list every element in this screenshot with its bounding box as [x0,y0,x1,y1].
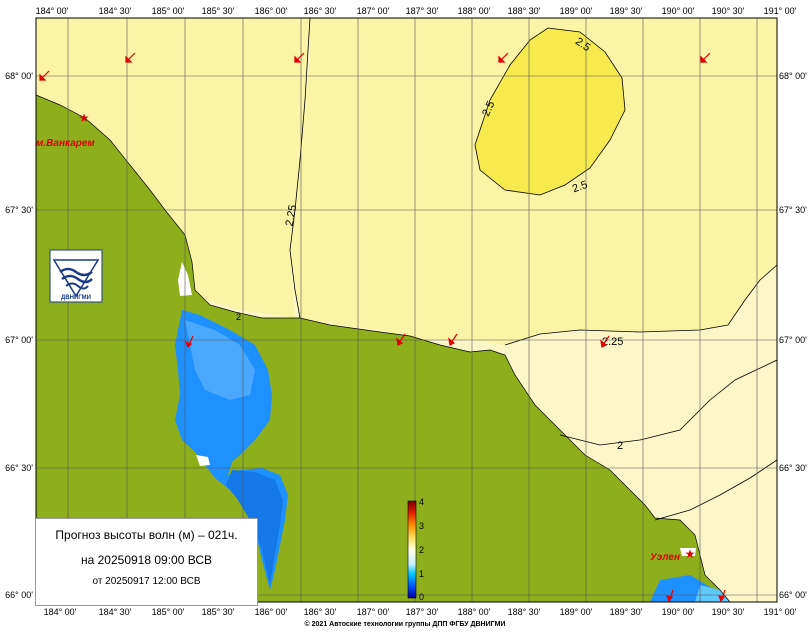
lon-label: 184° 00' [44,607,77,617]
lon-label: 187° 00' [357,607,390,617]
graticule [36,18,777,602]
lat-label: 68° 00' [779,71,807,81]
lon-label: 187° 30' [406,6,439,16]
lon-label: 190° 30' [712,607,745,617]
lon-label: 191° 00' [764,6,797,16]
lat-label: 67° 00' [779,335,807,345]
arrow-icon [396,333,406,346]
lon-label: 190° 30' [712,6,745,16]
lon-label: 189° 00' [560,607,593,617]
forecast-valid-time: на 20250918 09:00 ВСВ [81,553,212,567]
lon-label: 189° 30' [610,607,643,617]
wave-zone-2-5 [475,28,625,195]
arrow-icon [125,52,136,63]
colorbar-tick: 0 [419,592,424,602]
wave-direction-arrows [39,52,726,603]
place-label: Уэлен [650,552,680,563]
lon-label: 187° 30' [406,607,439,617]
contour-label: 2.25 [284,204,300,227]
lon-label: 188° 00' [458,607,491,617]
arrow-icon [498,52,509,63]
lon-label: 189° 30' [610,6,643,16]
place-uelen: ★ Уэлен [650,547,695,563]
arrow-icon [718,589,726,603]
star-icon: ★ [79,111,90,125]
lon-label: 186° 30' [304,6,337,16]
land-area [36,95,730,602]
forecast-issued-time: от 20250917 12:00 ВСВ [92,576,201,587]
contour-2 [559,359,777,446]
contour-label: 2.5 [571,179,589,196]
lat-label: 66° 30' [5,463,33,473]
lon-label: 188° 30' [508,6,541,16]
lon-label: 186° 00' [255,6,288,16]
arrow-icon [39,70,50,81]
lat-label: 66° 00' [779,590,807,600]
lon-label: 185° 00' [152,6,185,16]
lat-label: 66° 30' [779,463,807,473]
lon-label: 188° 00' [458,6,491,16]
lon-label: 184° 30' [99,6,132,16]
colorbar-tick: 1 [419,569,424,579]
lat-label: 67° 30' [779,205,807,215]
contour-label: 2 [236,312,241,322]
lon-label: 190° 00' [662,6,695,16]
lat-label: 68° 00' [5,71,33,81]
arrow-icon [294,52,305,63]
copyright-text: © 2021 Автоские технологии группы ДПП ФГ… [304,621,506,628]
arrow-icon [666,589,674,603]
arrow-icon [448,333,458,346]
lon-label: 191° 00' [764,607,797,617]
colorbar: 4 3 2 1 0 [407,497,424,602]
lon-label: 187° 00' [357,6,390,16]
map-frame [35,17,778,603]
lon-label: 186° 30' [304,607,337,617]
lon-label: 186° 00' [255,607,288,617]
contour-label: 2.5 [480,99,497,118]
colorbar-tick: 3 [419,521,424,531]
lon-label: 184° 30' [99,607,132,617]
arrow-icon [184,335,194,349]
contour-label: 2 [617,440,623,452]
dvnigmi-logo: ДВНИГМИ [49,249,103,303]
arrow-icon [700,52,711,63]
lat-label: 67° 30' [5,205,33,215]
lon-label: 184° 00' [36,6,69,16]
lon-label: 185° 00' [152,607,185,617]
place-label: м.Ванкарем [36,138,95,149]
lon-label: 190° 00' [662,607,695,617]
forecast-title: Прогноз высоты волн (м) – 021ч. [55,528,238,542]
lat-label: 67° 00' [5,335,33,345]
logo-label: ДВНИГМИ [61,295,91,301]
forecast-info-box: Прогноз высоты волн (м) – 021ч. на 20250… [35,518,258,606]
lon-label: 188° 30' [508,607,541,617]
place-vankarem: ★ м.Ванкарем [36,111,95,149]
arrow-icon [600,335,610,348]
lat-label: 66° 00' [5,590,33,600]
colorbar-tick: 2 [419,545,424,555]
lon-label: 185° 30' [202,607,235,617]
lon-label: 189° 00' [560,6,593,16]
colorbar-tick: 4 [419,497,424,507]
star-icon: ★ [685,547,696,561]
lon-label: 185° 30' [202,6,235,16]
